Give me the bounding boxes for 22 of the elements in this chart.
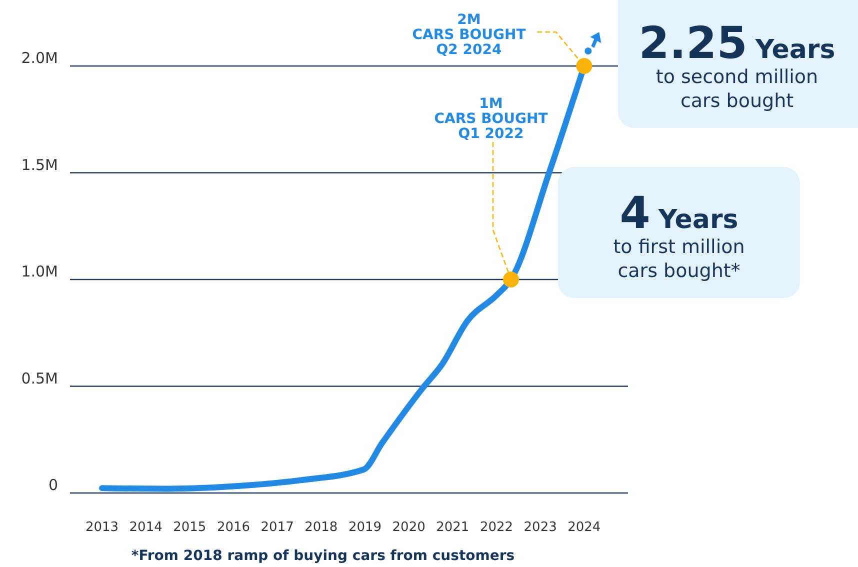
y-tick-label: 2.0M xyxy=(21,49,58,67)
x-tick-label: 2020 xyxy=(392,520,426,535)
x-tick-label: 2018 xyxy=(304,520,338,535)
x-tick-label: 2022 xyxy=(480,520,514,535)
annotation: 2M CARS BOUGHT Q2 2024 xyxy=(412,12,526,58)
annotation: 1M CARS BOUGHT Q1 2022 xyxy=(434,96,548,142)
text: *From 2018 ramp of buying cars from customers xyxy=(131,548,515,564)
y-tick-label: 1.5M xyxy=(21,156,58,174)
x-tick-label: 2023 xyxy=(524,520,557,535)
annotation: 4 Years to first million cars bought* xyxy=(613,188,745,282)
y-tick-label: 0.5M xyxy=(21,369,58,388)
x-tick-label: 2024 xyxy=(568,520,601,535)
x-tick-label: 2015 xyxy=(173,520,206,535)
x-tick-label: 2021 xyxy=(436,520,470,535)
x-tick-label: 2014 xyxy=(129,520,162,535)
x-tick-label: 2017 xyxy=(260,520,294,535)
y-tick-label: 0 xyxy=(48,476,58,494)
x-tick-label: 2019 xyxy=(348,520,382,535)
y-tick-label: 1.0M xyxy=(21,262,58,280)
x-tick-label: 2013 xyxy=(85,520,119,535)
x-tick-label: 2016 xyxy=(216,520,250,535)
text: 2.25 Years to second million cars bought xyxy=(638,18,836,112)
